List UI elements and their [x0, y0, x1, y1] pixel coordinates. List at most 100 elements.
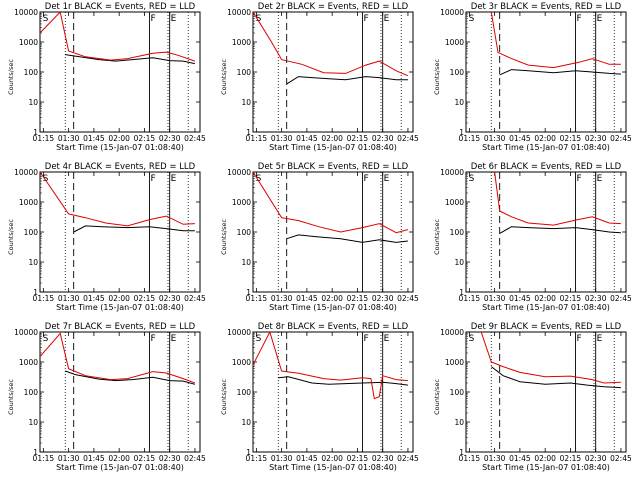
x-tick-label: 01:45 — [509, 294, 531, 303]
y-axis-label: Counts/sec — [7, 59, 15, 95]
x-tick-label: 02:15 — [560, 134, 582, 143]
y-axis-label: Counts/sec — [220, 379, 228, 415]
x-tick-label: 02:15 — [134, 134, 156, 143]
x-tick-label: 02:30 — [585, 134, 607, 143]
plot-frame — [465, 331, 627, 453]
marker-F: F — [576, 14, 581, 24]
y-tick-label: 10000 — [14, 328, 38, 337]
x-tick-label: 02:00 — [534, 454, 556, 463]
x-axis-label: Start Time (15-Jan-07 01:08:40) — [56, 303, 184, 312]
x-tick-label: 01:15 — [33, 134, 55, 143]
y-tick-label: 100 — [237, 388, 252, 397]
lld-series — [40, 12, 196, 62]
y-tick-label: 1000 — [445, 198, 464, 207]
y-tick-label: 10 — [241, 98, 251, 107]
x-tick-label: 02:45 — [397, 134, 419, 143]
marker-F: F — [576, 334, 581, 344]
x-tick-label: 01:15 — [246, 134, 268, 143]
x-tick-label: 02:45 — [184, 294, 206, 303]
x-tick-label: 02:15 — [560, 454, 582, 463]
x-tick-label: 02:30 — [159, 454, 181, 463]
marker-F: F — [150, 334, 155, 344]
x-tick-label: 01:45 — [296, 134, 318, 143]
lld-series — [40, 172, 195, 227]
panel-title: Det 1r BLACK = Events, RED = LLD — [45, 2, 196, 12]
plot-frame — [252, 171, 414, 293]
panel-2: Det 2r BLACK = Events, RED = LLD 1 10 100 10… — [220, 2, 419, 152]
marker-F: F — [150, 14, 155, 24]
panel-title: Det 4r BLACK = Events, RED = LLD — [45, 162, 196, 172]
x-tick-label: 01:30 — [58, 454, 80, 463]
marker-E: E — [597, 14, 603, 24]
plot-frame — [252, 331, 414, 453]
x-tick-label: 02:15 — [560, 294, 582, 303]
x-tick-label: 01:45 — [83, 134, 105, 143]
x-tick-label: 02:30 — [372, 294, 394, 303]
y-tick-label: 100 — [450, 68, 465, 77]
x-tick-label: 02:30 — [159, 134, 181, 143]
panel-8: Det 8r BLACK = Events, RED = LLD 1 10 100 10… — [220, 322, 419, 472]
y-tick-label: 100 — [450, 228, 465, 237]
x-tick-label: 01:15 — [246, 454, 268, 463]
x-tick-label: 02:00 — [108, 294, 130, 303]
marker-S: S — [256, 174, 262, 184]
y-tick-label: 10000 — [440, 328, 464, 337]
y-axis-label: Counts/sec — [7, 219, 15, 255]
y-tick-label: 10 — [454, 418, 464, 427]
y-tick-label: 1000 — [19, 38, 38, 47]
lld-series — [490, 12, 621, 69]
x-tick-label: 02:15 — [347, 294, 369, 303]
y-tick-label: 1 — [246, 288, 251, 297]
panel-title: Det 7r BLACK = Events, RED = LLD — [45, 322, 196, 332]
x-tick-label: 01:30 — [484, 454, 506, 463]
x-tick-label: 02:00 — [321, 454, 343, 463]
marker-E: E — [597, 334, 603, 344]
x-tick-label: 02:00 — [108, 454, 130, 463]
x-tick-label: 01:45 — [83, 294, 105, 303]
x-tick-label: 02:30 — [372, 134, 394, 143]
x-axis-label: Start Time (15-Jan-07 01:08:40) — [482, 303, 610, 312]
x-tick-label: 02:00 — [108, 134, 130, 143]
x-tick-label: 01:15 — [459, 294, 481, 303]
y-axis-label: Counts/sec — [433, 379, 441, 415]
y-tick-label: 10 — [454, 98, 464, 107]
x-axis-label: Start Time (15-Jan-07 01:08:40) — [56, 463, 184, 472]
x-axis-label: Start Time (15-Jan-07 01:08:40) — [269, 463, 397, 472]
y-tick-label: 10 — [241, 258, 251, 267]
x-axis-label: Start Time (15-Jan-07 01:08:40) — [269, 143, 397, 152]
y-tick-label: 1 — [33, 128, 38, 137]
panel-1: Det 1r BLACK = Events, RED = LLD 1 10 100 10… — [7, 2, 206, 152]
y-tick-label: 10000 — [440, 168, 464, 177]
marker-E: E — [384, 14, 390, 24]
y-tick-label: 1 — [459, 448, 464, 457]
marker-F: F — [363, 174, 368, 184]
y-tick-label: 10000 — [227, 328, 251, 337]
x-tick-label: 02:45 — [184, 134, 206, 143]
y-tick-label: 100 — [24, 388, 39, 397]
marker-F: F — [576, 174, 581, 184]
x-tick-label: 01:30 — [484, 134, 506, 143]
y-tick-label: 1 — [459, 128, 464, 137]
events-series — [65, 54, 196, 65]
x-axis-label: Start Time (15-Jan-07 01:08:40) — [482, 463, 610, 472]
y-tick-label: 10000 — [14, 168, 38, 177]
x-tick-label: 02:45 — [397, 294, 419, 303]
y-tick-label: 1000 — [232, 198, 251, 207]
x-tick-label: 01:15 — [459, 134, 481, 143]
plot-frame — [39, 171, 201, 293]
y-tick-label: 1 — [246, 448, 251, 457]
y-axis-label: Counts/sec — [220, 219, 228, 255]
panel-title: Det 2r BLACK = Events, RED = LLD — [258, 2, 409, 12]
x-tick-label: 01:30 — [484, 294, 506, 303]
events-series — [286, 234, 408, 243]
x-tick-label: 01:45 — [296, 454, 318, 463]
x-tick-label: 01:15 — [459, 454, 481, 463]
panel-6: Det 6r BLACK = Events, RED = LLD 1 10 100 10… — [433, 162, 632, 312]
panel-5: Det 5r BLACK = Events, RED = LLD 1 10 100 10… — [220, 162, 419, 312]
x-tick-label: 01:15 — [33, 454, 55, 463]
x-tick-label: 01:45 — [296, 294, 318, 303]
x-tick-label: 02:45 — [610, 134, 632, 143]
events-series — [65, 370, 196, 385]
y-tick-label: 10 — [28, 98, 38, 107]
y-tick-label: 1 — [246, 128, 251, 137]
